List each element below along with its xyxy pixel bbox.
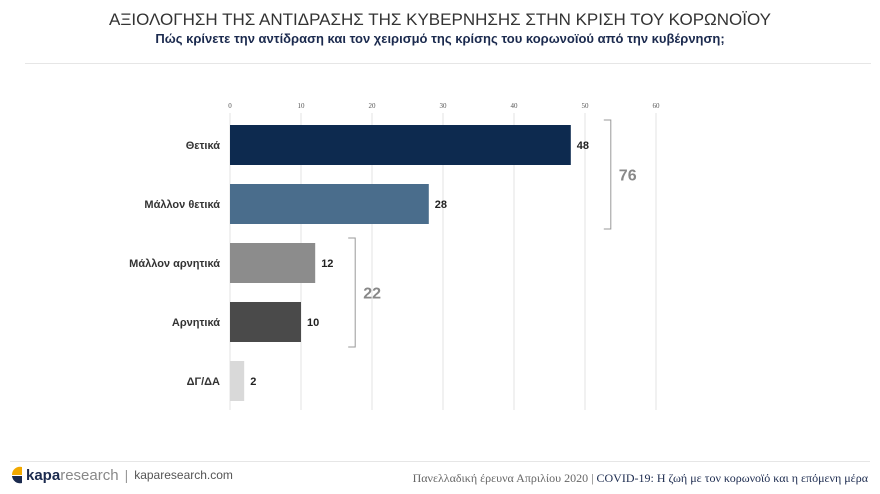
category-label: Μάλλον θετικά (144, 199, 220, 211)
category-label: ΔΓ/ΔΑ (187, 376, 220, 388)
group-bracket (348, 237, 356, 348)
x-tick-label: 20 (369, 102, 377, 110)
category-label: Αρνητικά (172, 317, 220, 329)
footer-caption: Πανελλαδική έρευνα Απριλίου 2020 | COVID… (412, 471, 868, 485)
kapa-research-logo: kapa research | kaparesearch.com (10, 466, 233, 484)
data-label: 12 (321, 258, 333, 270)
bar (230, 302, 301, 342)
group-total: 22 (363, 286, 381, 303)
x-tick-label: 50 (582, 102, 590, 110)
data-label: 28 (435, 199, 447, 211)
x-tick-label: 60 (653, 102, 661, 110)
x-tick-label: 40 (511, 102, 519, 110)
divider (10, 461, 870, 462)
bar (230, 125, 571, 165)
data-label: 2 (250, 376, 256, 388)
data-label: 10 (307, 317, 319, 329)
category-label: Θετικά (186, 140, 221, 152)
divider (25, 63, 871, 64)
data-label: 48 (577, 140, 589, 152)
x-tick-label: 10 (298, 102, 306, 110)
category-label: Μάλλον αρνητικά (129, 258, 220, 270)
x-tick-label: 0 (228, 102, 232, 110)
chart-title: ΑΞΙΟΛΟΓΗΣΗ ΤΗΣ ΑΝΤΙΔΡΑΣΗΣ ΤΗΣ ΚΥΒΕΡΝΗΣΗΣ… (108, 10, 771, 29)
chart-subtitle: Πώς κρίνετε την αντίδραση και τον χειρισ… (155, 31, 725, 46)
group-total: 76 (619, 168, 637, 185)
bar (230, 361, 245, 401)
bar (230, 184, 429, 224)
logo-icon (11, 466, 22, 484)
website-link[interactable]: kaparesearch.com (134, 468, 233, 482)
group-bracket (603, 119, 612, 230)
x-tick-label: 30 (440, 102, 448, 110)
bar (230, 243, 316, 283)
